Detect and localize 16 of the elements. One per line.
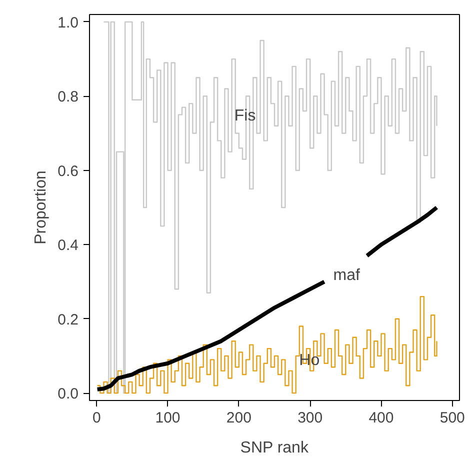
x-tick-label: 300 [298,410,323,426]
y-tick-label: 0.8 [58,88,79,106]
y-axis-title: Proportion [32,170,50,244]
x-tick-label: 100 [155,410,180,426]
x-tick-label: 500 [440,410,465,426]
x-tick-label: 0 [92,410,101,426]
annotation: Fis [234,108,256,125]
y-tick-label: 0.2 [58,311,79,328]
y-tick-label: 1.0 [58,14,79,32]
annotation: maf [333,267,361,284]
y-tick-label: 0.0 [58,386,79,403]
x-tick-label: 200 [226,410,252,426]
x-axis-title: SNP rank [240,440,310,456]
x-tick-label: 400 [368,410,394,426]
y-tick-label: 0.4 [58,237,79,254]
y-tick-label: 0.6 [58,162,79,180]
